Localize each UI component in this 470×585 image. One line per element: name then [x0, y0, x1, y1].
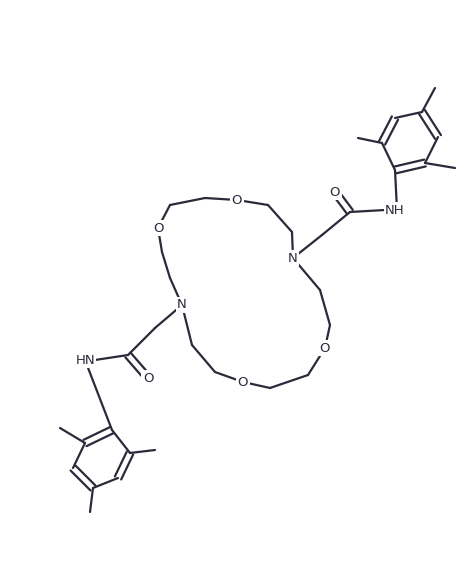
Text: O: O: [232, 194, 242, 207]
Text: N: N: [288, 252, 298, 264]
Text: O: O: [153, 222, 163, 235]
Text: O: O: [330, 185, 340, 198]
Text: O: O: [238, 376, 248, 388]
Text: O: O: [143, 371, 153, 384]
Text: NH: NH: [385, 204, 405, 216]
Text: O: O: [320, 342, 330, 355]
Text: HN: HN: [75, 353, 95, 366]
Text: N: N: [177, 298, 187, 311]
